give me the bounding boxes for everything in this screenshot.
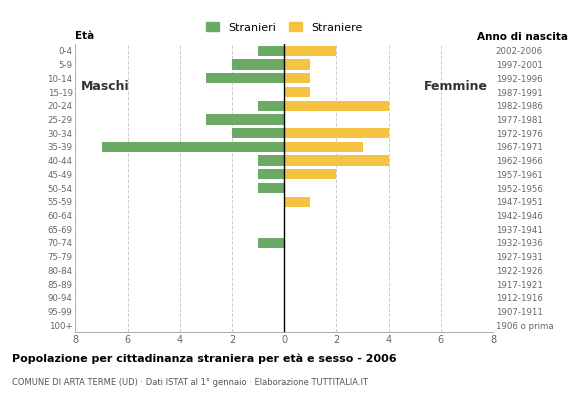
Bar [284, 60, 310, 70]
Bar [284, 46, 336, 56]
Bar [258, 169, 284, 180]
Bar [232, 128, 284, 138]
Bar [284, 100, 389, 111]
Text: Anno di nascita: Anno di nascita [477, 32, 568, 42]
Bar [232, 60, 284, 70]
Bar [284, 156, 389, 166]
Bar [284, 169, 336, 180]
Legend: Stranieri, Straniere: Stranieri, Straniere [206, 22, 362, 33]
Bar [102, 142, 284, 152]
Bar [258, 100, 284, 111]
Text: Maschi: Maschi [81, 80, 129, 93]
Text: Popolazione per cittadinanza straniera per età e sesso - 2006: Popolazione per cittadinanza straniera p… [12, 354, 396, 364]
Text: COMUNE DI ARTA TERME (UD) · Dati ISTAT al 1° gennaio · Elaborazione TUTTITALIA.I: COMUNE DI ARTA TERME (UD) · Dati ISTAT a… [12, 378, 368, 387]
Bar [258, 183, 284, 193]
Bar [206, 114, 284, 124]
Bar [284, 196, 310, 207]
Bar [258, 46, 284, 56]
Bar [258, 238, 284, 248]
Bar [284, 142, 362, 152]
Bar [206, 73, 284, 84]
Text: Età: Età [75, 31, 95, 41]
Bar [284, 73, 310, 84]
Bar [284, 128, 389, 138]
Bar [258, 156, 284, 166]
Text: Femmine: Femmine [424, 80, 488, 93]
Bar [284, 87, 310, 97]
